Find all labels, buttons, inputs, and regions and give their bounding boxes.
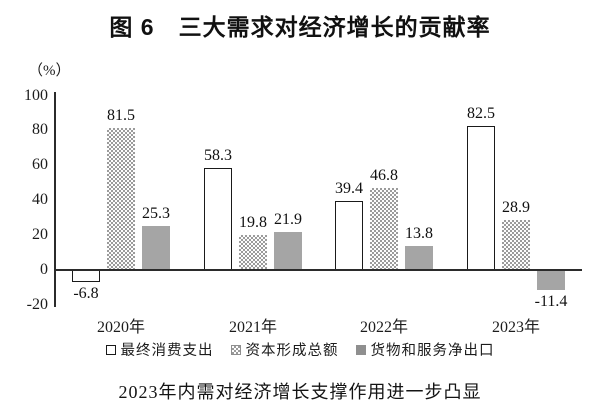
bar-value-label: 82.5 xyxy=(467,105,495,122)
bar xyxy=(274,232,302,270)
legend-swatch-outline xyxy=(105,344,116,355)
bar xyxy=(405,246,433,270)
bar-value-label: 13.8 xyxy=(405,225,433,242)
y-tick-label: 0 xyxy=(40,261,48,278)
legend-label: 货物和服务净出口 xyxy=(370,343,495,359)
y-tick-label: 40 xyxy=(32,191,48,209)
chart-caption: 2023年内需对经济增长支撑作用进一步凸显 xyxy=(118,382,482,402)
bar xyxy=(467,126,495,270)
legend-item-final-consumption: 最终消费支出 xyxy=(105,339,214,360)
bar-value-label: -6.8 xyxy=(73,285,99,302)
bar xyxy=(335,201,363,270)
bar-value-label: 21.9 xyxy=(274,211,302,228)
bar xyxy=(370,188,398,270)
legend-item-net-exports: 货物和服务净出口 xyxy=(355,339,495,360)
legend-label: 资本形成总额 xyxy=(245,343,339,359)
chart-title: 图 6 三大需求对经济增长的贡献率 xyxy=(109,14,491,40)
legend-item-capital-formation: 资本形成总额 xyxy=(230,339,339,360)
y-tick-label: 100 xyxy=(24,86,48,104)
bar-value-label: 58.3 xyxy=(204,147,232,164)
y-axis-unit-label: （%） xyxy=(28,63,71,79)
bar xyxy=(502,220,530,270)
x-tick-label: 2021年 xyxy=(228,319,277,336)
bar-value-label: 25.3 xyxy=(142,205,170,222)
y-tick-label: 20 xyxy=(32,226,48,244)
bar xyxy=(537,269,565,290)
legend: 最终消费支出 资本形成总额 货物和服务净出口 xyxy=(0,339,600,360)
x-tick-label: 2020年 xyxy=(96,319,145,336)
x-axis-zero-line xyxy=(54,269,582,271)
legend-swatch-dotted xyxy=(230,344,241,355)
x-tick-label: 2022年 xyxy=(359,319,408,336)
y-tick-label: 60 xyxy=(32,156,48,174)
bar xyxy=(142,226,170,270)
bar-value-label: 19.8 xyxy=(239,214,267,231)
bar xyxy=(107,128,135,270)
bar-value-label: 81.5 xyxy=(107,107,135,124)
bar-value-label: -11.4 xyxy=(534,293,568,310)
bar-value-label: 39.4 xyxy=(335,180,363,197)
y-tick-label: 80 xyxy=(32,121,48,139)
legend-label: 最终消费支出 xyxy=(120,343,214,359)
bar xyxy=(239,235,267,270)
x-tick-label: 2023年 xyxy=(491,319,540,336)
bar-value-label: 28.9 xyxy=(502,199,530,216)
legend-swatch-solid xyxy=(355,344,366,355)
y-tick-label: -20 xyxy=(26,295,48,313)
y-axis-line xyxy=(54,92,56,307)
bar-value-label: 46.8 xyxy=(370,167,398,184)
